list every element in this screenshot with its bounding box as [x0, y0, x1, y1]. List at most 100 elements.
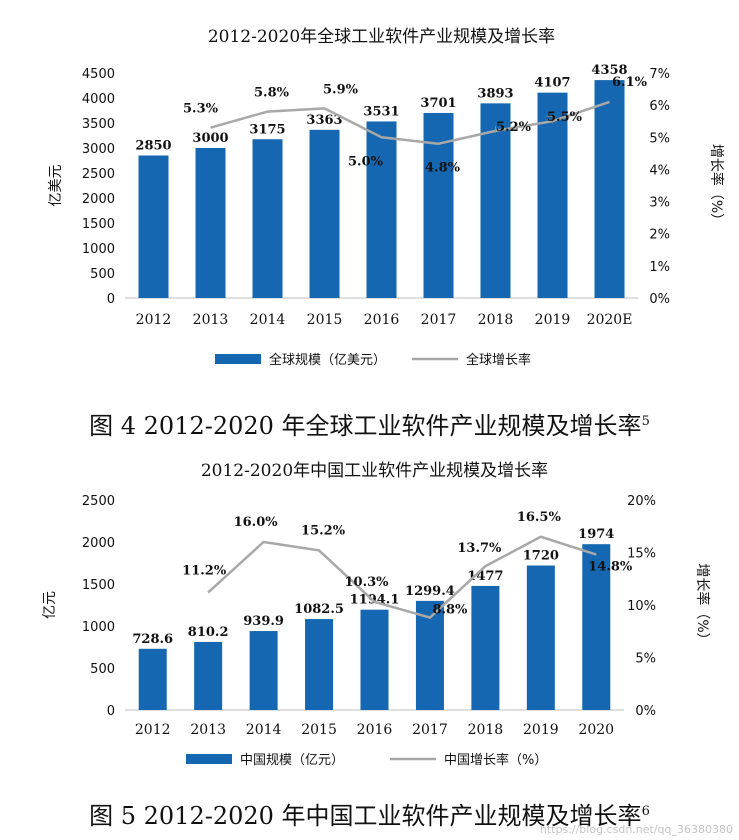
y2-axis-label: 增长率（%） — [694, 563, 711, 646]
bar-data-label: 1720 — [523, 549, 559, 564]
y-tick-label: 3500 — [82, 117, 115, 132]
bar — [194, 641, 223, 710]
y-axis-label: 亿美元 — [48, 165, 64, 207]
bar-data-label: 4107 — [534, 76, 570, 91]
line-data-label: 5.0% — [348, 154, 384, 169]
x-tick-label: 2014 — [246, 722, 282, 738]
leader-line — [546, 115, 553, 124]
line-data-label: 5.5% — [547, 110, 583, 125]
y-tick-label: 4000 — [82, 92, 115, 107]
x-tick-label: 2019 — [535, 312, 571, 328]
x-tick-label: 2015 — [307, 312, 343, 328]
x-tick-label: 2012 — [136, 312, 172, 328]
line-data-label: 11.2% — [182, 563, 227, 578]
x-tick-label: 2018 — [468, 722, 504, 738]
x-tick-label: 2019 — [523, 722, 559, 738]
x-tick-label: 2020 — [578, 722, 614, 738]
line-data-label: 13.7% — [457, 541, 502, 556]
y2-tick-label: 1% — [649, 260, 670, 275]
figure-4-footnote: 5 — [641, 414, 650, 429]
y2-tick-label: 0% — [649, 292, 670, 307]
china-chart: 2012-2020年中国工业软件产业规模及增长率 0 500 1000 1500 2000… — [42, 461, 711, 768]
x-tick-label: 2016 — [357, 722, 393, 738]
line-data-label: 16.5% — [517, 510, 562, 525]
line-data-label: 15.2% — [301, 523, 346, 538]
bar-data-label: 3893 — [477, 86, 513, 101]
y-tick-label: 3000 — [82, 142, 115, 157]
x-tick-label: 2012 — [135, 722, 171, 738]
legend-line-label: 中国增长率（%） — [444, 752, 547, 768]
y-tick-label: 2500 — [82, 494, 115, 509]
bar — [252, 139, 283, 298]
y2-tick-label: 5% — [635, 652, 656, 667]
y-tick-label: 2500 — [82, 167, 115, 182]
x-tick-label: 2018 — [478, 312, 514, 328]
bar-data-label: 3701 — [420, 96, 456, 111]
bar — [249, 631, 278, 710]
chart-title: 2012-2020年全球工业软件产业规模及增长率 — [208, 27, 555, 47]
bar — [195, 148, 226, 298]
y-tick-label: 1000 — [82, 620, 115, 635]
y2-tick-label: 4% — [649, 163, 670, 178]
x-tick-label: 2016 — [364, 312, 400, 328]
bar — [415, 600, 444, 710]
bar — [309, 129, 340, 298]
y-tick-label: 0 — [107, 292, 115, 307]
line-data-label: 5.8% — [254, 86, 290, 101]
growth-line — [207, 535, 597, 619]
y2-tick-label: 7% — [649, 67, 670, 82]
bar-data-label: 728.6 — [132, 632, 173, 647]
bar — [480, 103, 511, 298]
line-data-label: 5.3% — [183, 102, 219, 117]
y-tick-label: 2000 — [82, 192, 115, 207]
x-tick-label: 2017 — [421, 312, 457, 328]
y2-tick-label: 0% — [635, 704, 656, 719]
figure-4-caption: 图 4 2012-2020 年全球工业软件产业规模及增长率5 — [0, 406, 739, 441]
bar-data-label: 1477 — [467, 569, 503, 584]
bar — [360, 609, 389, 710]
bar — [305, 619, 334, 710]
growth-line — [210, 100, 610, 145]
bar — [526, 565, 555, 710]
watermark: https://blog.csdn.net/qq_36380380 — [539, 823, 733, 836]
x-tick-label: 2015 — [301, 722, 337, 738]
line-data-label: 16.0% — [234, 515, 279, 530]
y2-tick-label: 5% — [649, 131, 670, 146]
chart-title: 2012-2020年中国工业软件产业规模及增长率 — [201, 461, 548, 481]
bar — [471, 585, 500, 710]
bar-data-label: 1082.5 — [294, 602, 344, 617]
line-data-label: 8.8% — [432, 603, 468, 618]
y2-tick-label: 6% — [649, 99, 670, 114]
bar-data-label: 3531 — [363, 104, 399, 119]
bar-data-label: 3175 — [249, 122, 285, 137]
y-axis-label: 亿元 — [42, 591, 58, 619]
y-tick-label: 1500 — [82, 578, 115, 593]
y-tick-label: 500 — [90, 267, 115, 282]
bar — [366, 121, 397, 298]
figure-4-caption-text: 图 4 2012-2020 年全球工业软件产业规模及增长率 — [89, 412, 642, 440]
figure-5-caption: 图 5 2012-2020 年中国工业软件产业规模及增长率6 — [0, 796, 739, 831]
y2-tick-label: 3% — [649, 196, 670, 211]
bar-data-label: 810.2 — [188, 625, 229, 640]
x-tick-label: 2013 — [193, 312, 229, 328]
x-tick-label: 2017 — [412, 722, 448, 738]
legend-bar-label: 中国规模（亿元） — [240, 753, 344, 768]
y2-tick-label: 10% — [627, 599, 656, 614]
bar — [138, 648, 167, 710]
bar-data-label: 939.9 — [243, 614, 284, 629]
legend-bar-label: 全球规模（亿美元） — [269, 352, 386, 368]
y-tick-label: 1500 — [82, 217, 115, 232]
line-data-label: 5.2% — [496, 120, 532, 135]
y2-tick-label: 2% — [649, 228, 670, 243]
x-tick-label: 2014 — [250, 312, 286, 328]
x-tick-label: 2013 — [190, 722, 226, 738]
legend-bar-swatch — [186, 754, 232, 764]
bar — [138, 155, 169, 298]
y-tick-label: 1000 — [82, 242, 115, 257]
global-chart: 2012-2020年全球工业软件产业规模及增长率 0 500 1000 1500 2000… — [48, 27, 725, 368]
legend-bar-swatch — [215, 354, 261, 364]
y-tick-label: 4500 — [82, 67, 115, 82]
bar-data-label: 2850 — [135, 139, 171, 154]
line-data-label: 5.9% — [323, 82, 359, 97]
bar-data-label: 4358 — [591, 63, 627, 78]
